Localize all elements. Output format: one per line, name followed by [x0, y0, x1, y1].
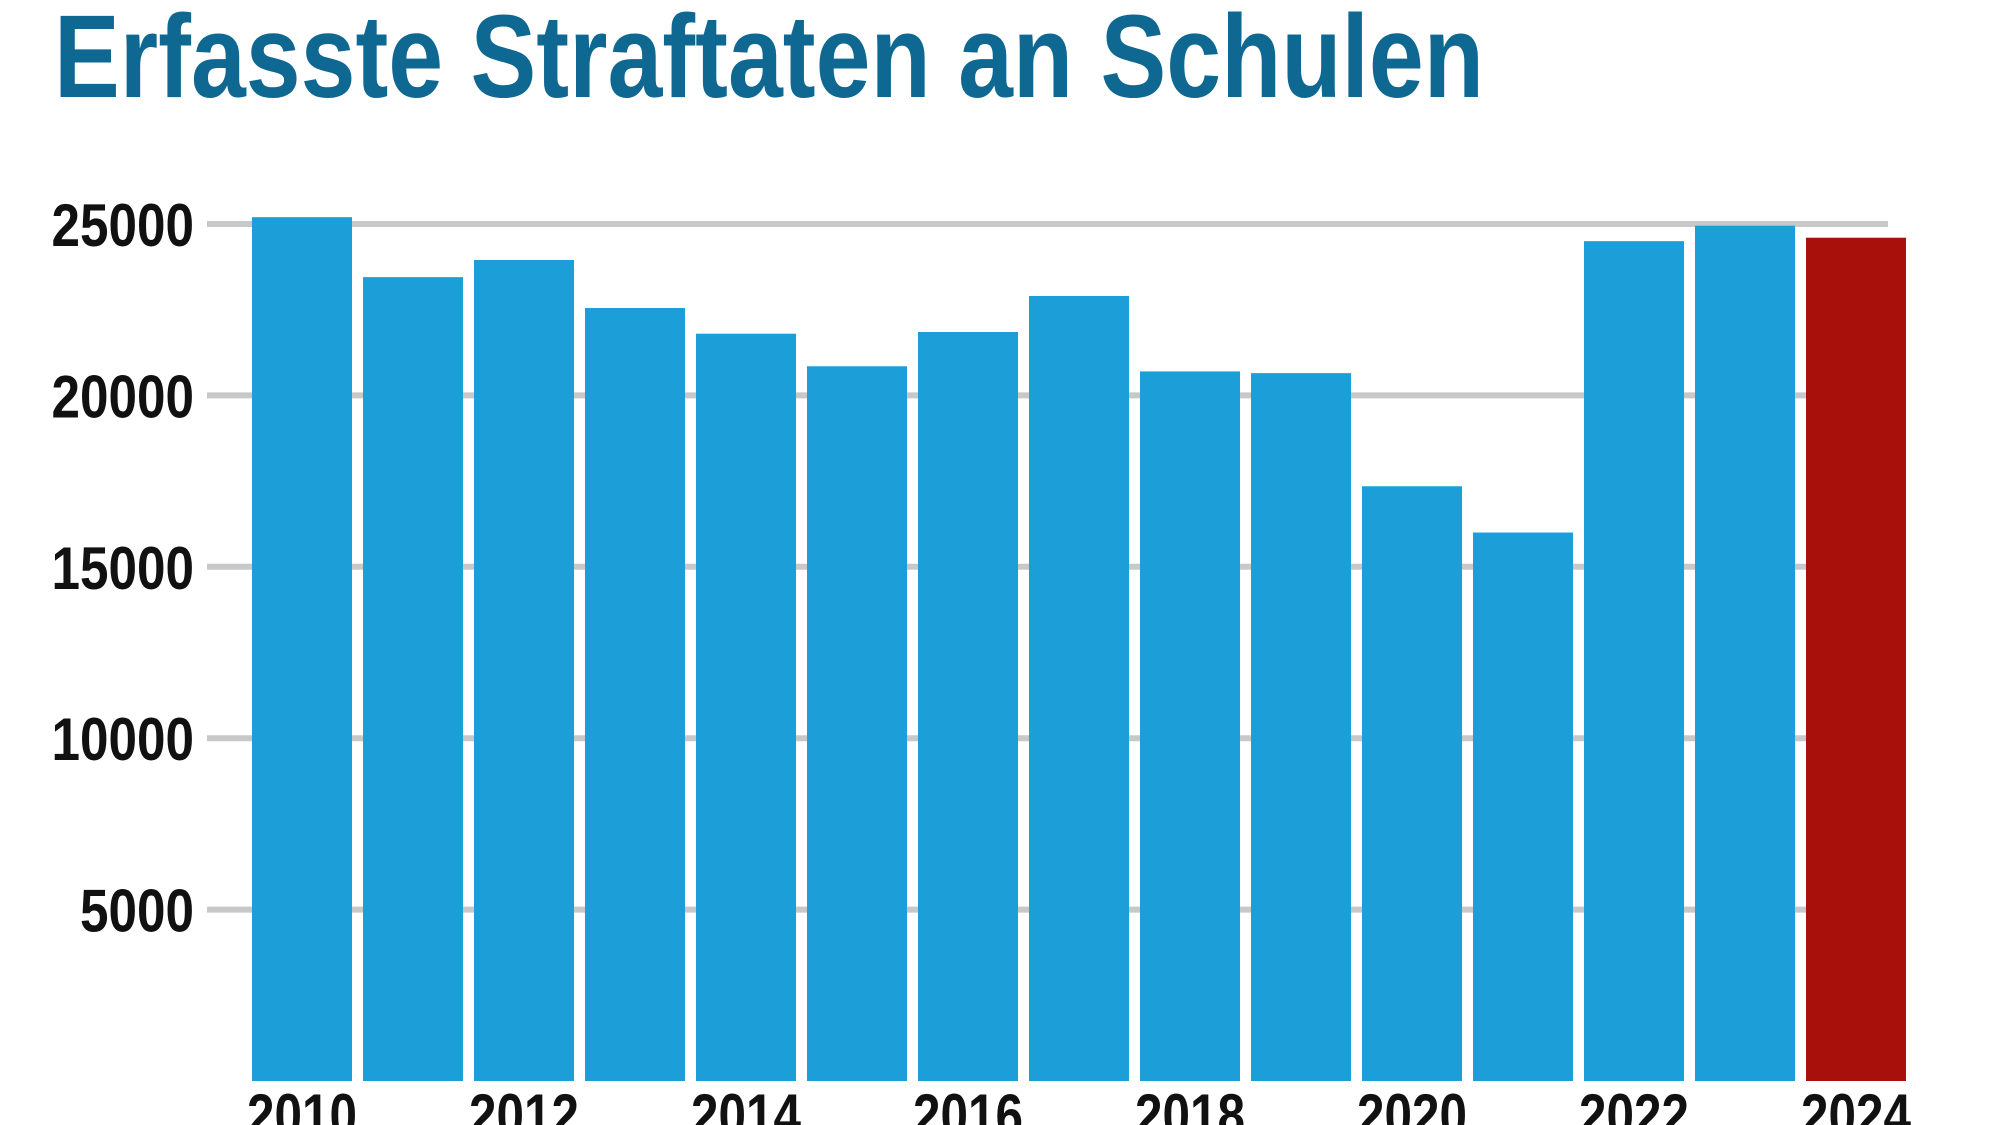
bar-2014 — [696, 333, 796, 1081]
bar-2015 — [807, 366, 907, 1082]
bar-2020 — [1362, 486, 1462, 1081]
y-tick-label: 25000 — [52, 192, 195, 259]
x-tick-label: 2022 — [1579, 1082, 1689, 1125]
x-tick-label: 2024 — [1801, 1082, 1912, 1125]
x-axis-ticks: 2010 2012 2014 2016 2018 2020 2022 2024 — [247, 1082, 1912, 1125]
bar-2018 — [1140, 371, 1240, 1081]
bar-2012 — [474, 259, 574, 1081]
x-tick-label: 2010 — [247, 1082, 357, 1125]
x-tick-label: 2016 — [913, 1082, 1023, 1125]
bar-2021 — [1473, 532, 1573, 1081]
y-axis-ticks: 5000 10000 15000 20000 25000 — [52, 192, 195, 945]
bar-2022 — [1584, 241, 1684, 1081]
bar-2017 — [1029, 295, 1129, 1081]
y-tick-label: 15000 — [52, 535, 195, 602]
bar-2024 — [1806, 237, 1906, 1081]
bar-2010 — [252, 217, 352, 1082]
chart-title: Erfasste Straftaten an Schulen — [54, 0, 1484, 123]
y-tick-label: 10000 — [52, 706, 195, 773]
bars — [252, 217, 1906, 1082]
x-tick-label: 2012 — [469, 1082, 579, 1125]
bar-2023 — [1695, 225, 1795, 1082]
x-tick-label: 2014 — [691, 1082, 802, 1125]
y-tick-label: 5000 — [80, 878, 194, 945]
x-tick-label: 2020 — [1357, 1082, 1467, 1125]
bar-2016 — [918, 331, 1018, 1081]
bar-2011 — [363, 277, 463, 1081]
y-tick-label: 20000 — [52, 363, 195, 430]
bar-2013 — [585, 307, 685, 1082]
bar-2019 — [1251, 373, 1351, 1081]
x-tick-label: 2018 — [1135, 1082, 1245, 1125]
